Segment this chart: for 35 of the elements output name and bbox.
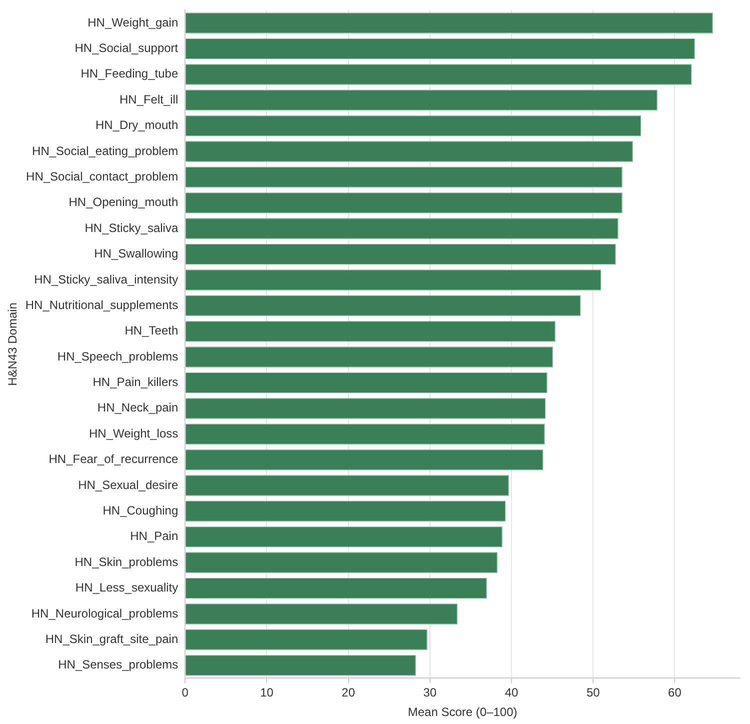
x-tick-label: 0 — [182, 686, 189, 700]
y-tick-label: HN_Speech_problems — [57, 349, 178, 364]
y-tick-label: HN_Social_contact_problem — [26, 170, 178, 184]
y-tick-label: HN_Teeth — [124, 324, 178, 338]
y-tick-label: HN_Less_sexuality — [75, 580, 178, 595]
y-tick-label: HN_Pain_killers — [92, 375, 178, 390]
x-tick-label: 50 — [586, 686, 600, 700]
y-tick-label: HN_Fear_of_recurrence — [48, 452, 178, 466]
y-tick-label: HN_Senses_problems — [58, 658, 178, 672]
y-tick-label: HN_Sexual_desire — [78, 478, 178, 492]
y-tick-label: HN_Social_support — [74, 41, 179, 56]
y-tick-label: HN_Skin_problems — [74, 554, 178, 569]
y-tick-label: HN_Coughing — [102, 504, 178, 518]
x-axis-title: Mean Score (0–100) — [408, 705, 518, 720]
x-tick-label: 10 — [260, 686, 274, 700]
x-tick-label: 30 — [423, 686, 437, 700]
y-tick-label: HN_Feeding_tube — [80, 66, 178, 81]
x-tick-label: 20 — [342, 686, 356, 700]
y-tick-label: HN_Opening_mouth — [68, 195, 178, 210]
y-tick-label: HN_Weight_loss — [88, 426, 178, 440]
x-tick-label: 60 — [668, 686, 682, 700]
y-tick-label: HN_Swallowing — [94, 246, 178, 261]
y-tick-label: HN_Nutritional_supplements — [25, 298, 178, 312]
y-tick-label: HN_Neck_pain — [97, 400, 178, 415]
y-tick-label: HN_Sticky_saliva — [84, 220, 178, 235]
y-tick-label: HN_Pain — [130, 529, 178, 544]
y-tick-label: HN_Dry_mouth — [95, 118, 178, 132]
x-tick-label: 40 — [504, 686, 519, 700]
y-tick-label: HN_Neurological_problems — [31, 606, 178, 620]
y-tick-label: HN_Felt_ill — [119, 92, 178, 106]
y-axis-title: H&N43 Domain — [6, 302, 20, 386]
y-tick-label: HN_Skin_graft_site_pain — [45, 632, 178, 646]
y-tick-label: HN_Weight_gain — [88, 15, 178, 30]
y-tick-label: HN_Social_eating_problem — [32, 144, 178, 158]
y-tick-label: HN_Sticky_saliva_intensity — [34, 272, 178, 286]
